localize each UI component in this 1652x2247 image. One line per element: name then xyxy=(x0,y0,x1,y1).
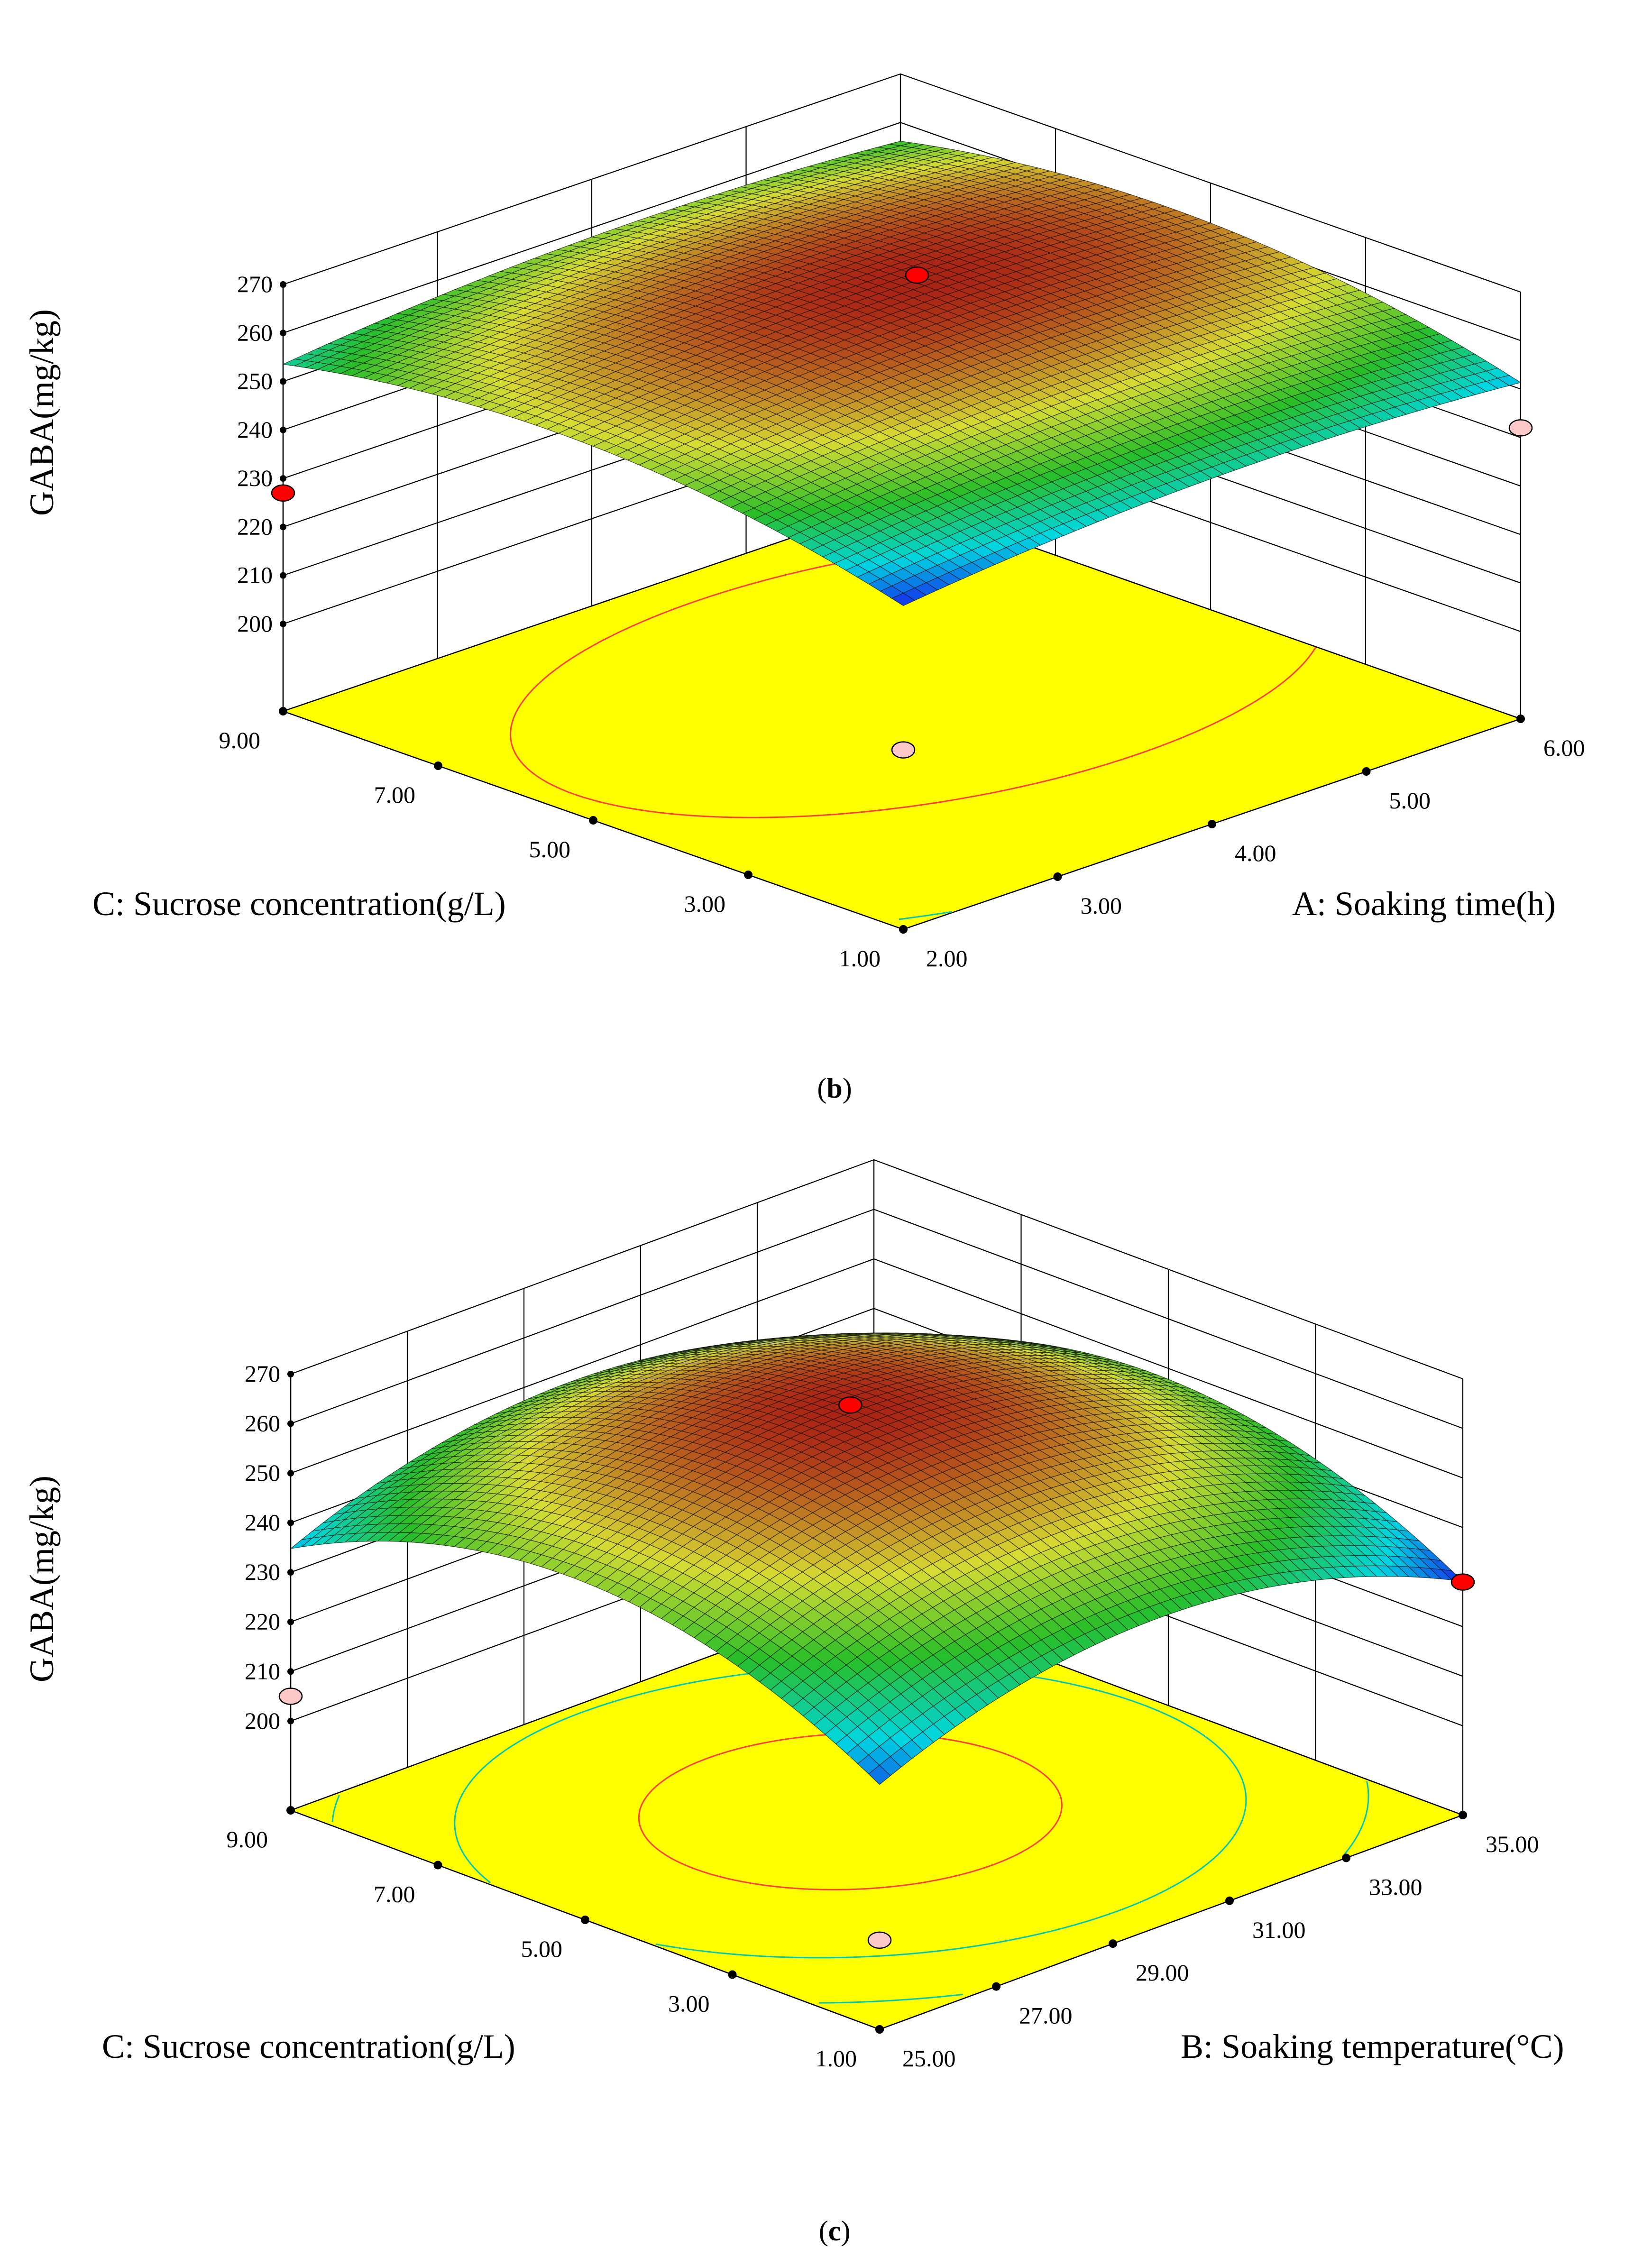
z-tick-mark xyxy=(287,1569,294,1576)
y-axis-label: C: Sucrose concentration(g/L) xyxy=(92,885,506,923)
z-tick-mark xyxy=(280,475,286,482)
y-tick-mark xyxy=(434,1861,442,1870)
design-point xyxy=(906,267,928,283)
z-tick-mark xyxy=(280,572,286,579)
design-point xyxy=(1509,420,1532,436)
panel-c: 20021022023024025026027025.0027.0029.003… xyxy=(23,1160,1564,2247)
panel-caption-letter: b xyxy=(826,1073,842,1104)
x-tick-mark xyxy=(1208,820,1216,828)
y-tick-label: 3.00 xyxy=(684,890,726,917)
x-tick-mark xyxy=(1516,715,1525,723)
y-tick-mark xyxy=(279,707,287,715)
figure: 200 210 220 230 240 250 260 270 2.00 3.00 4.00 5.00… xyxy=(0,0,1652,2247)
design-point xyxy=(892,742,915,758)
z-tick-label: 200 xyxy=(237,610,273,637)
z-tick-label: 220 xyxy=(237,513,273,540)
z-tick-mark xyxy=(280,621,286,627)
z-tick-label: 240 xyxy=(237,416,273,443)
y-tick-mark xyxy=(899,925,908,934)
y-tick-label: 7.00 xyxy=(374,781,416,808)
z-tick-mark xyxy=(287,1619,294,1625)
z-tick-mark xyxy=(287,1371,294,1377)
z-tick-mark xyxy=(287,1718,294,1724)
y-tick-label: 1.00 xyxy=(839,945,881,972)
y-tick-mark xyxy=(434,761,442,770)
y-tick-mark xyxy=(589,816,597,825)
z-tick-label: 210 xyxy=(237,562,273,588)
z-tick-label: 270 xyxy=(237,271,273,297)
x-tick-mark xyxy=(1109,1939,1117,1948)
y-tick-label: 9.00 xyxy=(219,727,261,753)
x-tick-label: 6.00 xyxy=(1543,734,1585,761)
panel-caption: (b) xyxy=(817,1073,852,1104)
z-tick-mark xyxy=(287,1421,294,1427)
y-tick-mark xyxy=(744,871,753,879)
panel-b: 200 210 220 230 240 250 260 270 2.00 3.00 4.00 5.00… xyxy=(23,74,1585,1104)
z-tick-label: 260 xyxy=(237,319,273,346)
z-tick-mark xyxy=(280,281,286,288)
x-tick-mark xyxy=(1225,1897,1234,1905)
x-tick-label: 4.00 xyxy=(1235,840,1276,866)
design-point xyxy=(272,485,294,501)
x-tick-mark xyxy=(992,1982,1000,1991)
z-tick-mark xyxy=(280,427,286,433)
x-tick-mark xyxy=(1054,872,1062,881)
x-tick-mark xyxy=(1459,1811,1467,1819)
y-tick-mark xyxy=(581,1916,589,1924)
x-tick-label: 5.00 xyxy=(1389,787,1431,814)
y-tick-label: 5.00 xyxy=(529,836,571,862)
x-tick-mark xyxy=(1342,1853,1350,1862)
x-axis-label: A: Soaking time(h) xyxy=(1292,885,1556,923)
z-axis-label: GABA(mg/kg) xyxy=(23,309,61,516)
y-tick-mark xyxy=(286,1806,295,1815)
z-tick-mark xyxy=(280,378,286,385)
z-tick-mark xyxy=(280,523,286,530)
z-tick-mark xyxy=(287,1470,294,1477)
x-tick-label: 3.00 xyxy=(1081,892,1122,919)
z-tick-mark xyxy=(287,1520,294,1526)
z-tick-mark xyxy=(280,330,286,336)
x-tick-mark xyxy=(1362,767,1371,776)
z-tick-label: 250 xyxy=(237,368,273,394)
y-tick-mark xyxy=(875,2025,884,2034)
z-tick-label: 230 xyxy=(237,465,273,491)
x-tick-label: 2.00 xyxy=(926,945,968,972)
z-tick-mark xyxy=(287,1668,294,1675)
y-tick-mark xyxy=(728,1971,737,1979)
